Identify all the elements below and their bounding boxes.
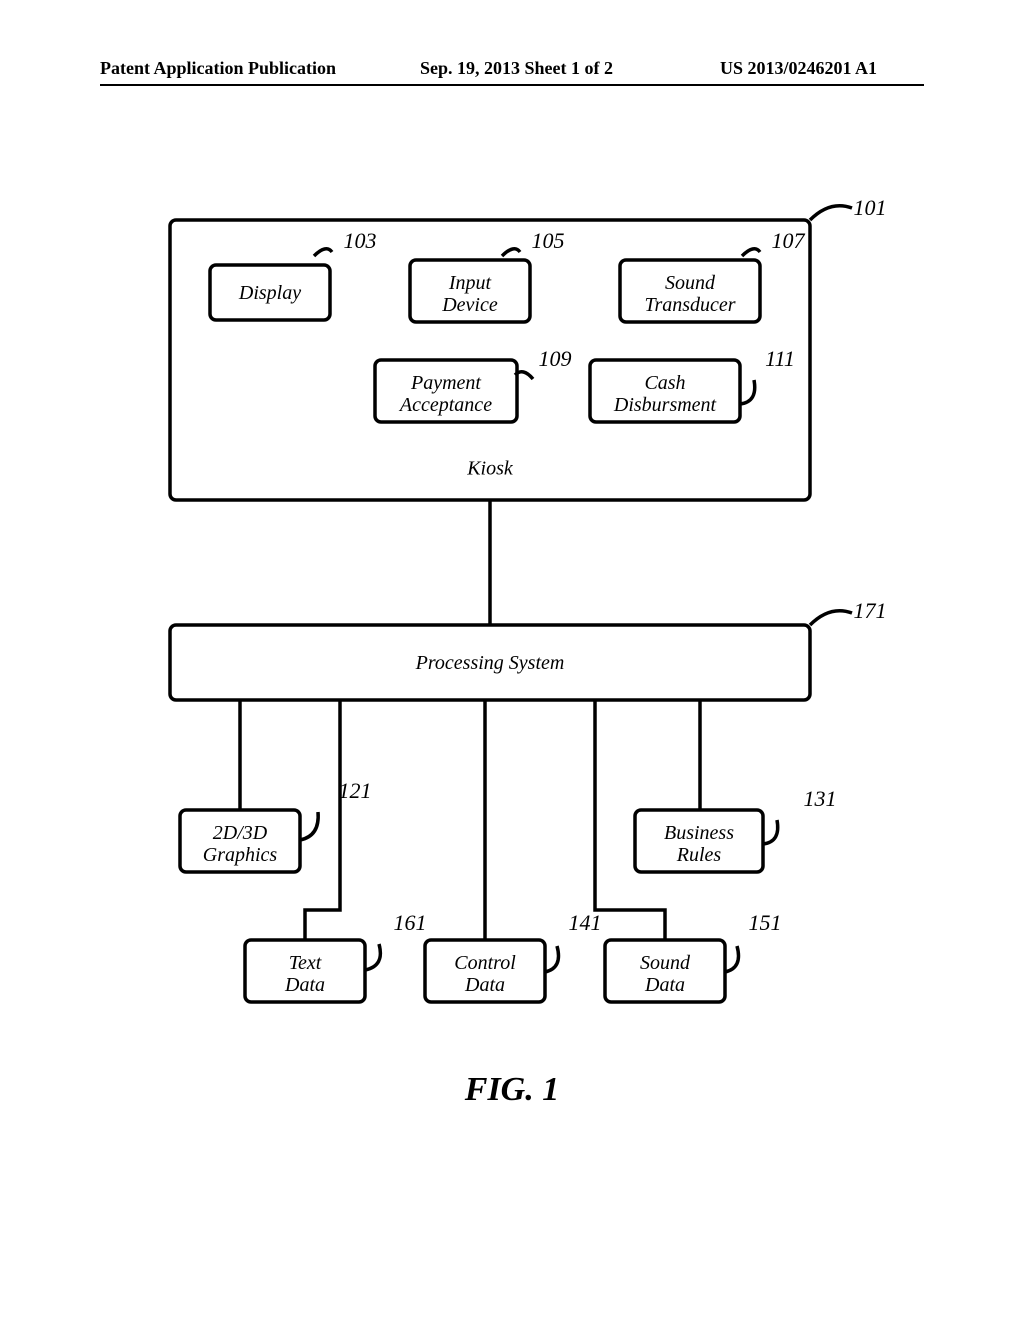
sound_tx-refnum: 107 — [772, 228, 806, 253]
control-ref-hook — [545, 946, 559, 972]
input-label: InputDevice — [441, 272, 498, 316]
header-rule — [100, 84, 924, 86]
cash-refnum: 111 — [765, 346, 795, 371]
graphics-refnum: 121 — [339, 778, 372, 803]
header-left: Patent Application Publication — [100, 58, 336, 79]
payment-refnum: 109 — [539, 346, 572, 371]
display-refnum: 103 — [344, 228, 377, 253]
page: Patent Application Publication Sep. 19, … — [0, 0, 1024, 1320]
text_data-ref-hook — [365, 944, 380, 970]
sound_data-refnum: 151 — [749, 910, 782, 935]
cash-label: CashDisbursment — [613, 372, 717, 416]
control-refnum: 141 — [569, 910, 602, 935]
business-label: BusinessRules — [664, 822, 734, 866]
header-right: US 2013/0246201 A1 — [720, 58, 877, 79]
ref-hook-processing — [810, 611, 852, 625]
sound_tx-ref-hook — [742, 249, 760, 256]
business-refnum: 131 — [804, 786, 837, 811]
header-center: Sep. 19, 2013 Sheet 1 of 2 — [420, 58, 613, 79]
sound_data-label: SoundData — [640, 952, 691, 996]
display-label: Display — [238, 282, 301, 304]
processing-label: Processing System — [415, 652, 565, 674]
figure-title: FIG. 1 — [464, 1071, 559, 1108]
graphics-label: 2D/3DGraphics — [203, 822, 278, 866]
payment-label: PaymentAcceptance — [398, 372, 492, 416]
input-ref-hook — [502, 249, 520, 256]
display-ref-hook — [314, 249, 332, 256]
connector — [595, 700, 665, 940]
text_data-refnum: 161 — [394, 910, 427, 935]
graphics-ref-hook — [300, 812, 318, 840]
control-label: ControlData — [454, 952, 516, 996]
cash-ref-hook — [740, 380, 755, 404]
sound_data-ref-hook — [725, 946, 739, 972]
business-ref-hook — [763, 820, 778, 844]
text_data-label: TextData — [284, 952, 325, 996]
processing-refnum: 171 — [854, 598, 887, 623]
input-refnum: 105 — [532, 228, 565, 253]
figure-svg: Kiosk Display InputDevice SoundTransducer Pa… — [100, 180, 924, 1140]
sound_tx-label: SoundTransducer — [644, 272, 735, 316]
connector — [305, 700, 340, 940]
ref-hook-kiosk — [810, 206, 852, 220]
kiosk-refnum: 101 — [854, 195, 887, 220]
kiosk-label: Kiosk — [466, 458, 514, 480]
